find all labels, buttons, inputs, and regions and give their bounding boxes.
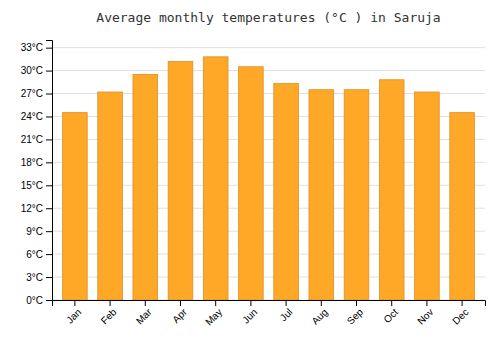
x-tick-label: Nov bbox=[415, 306, 435, 326]
y-tick-label: 0°C bbox=[26, 295, 43, 306]
y-tick: 15°C bbox=[21, 180, 52, 191]
x-tick-label: Sep bbox=[345, 306, 366, 327]
y-tick-mark bbox=[46, 277, 52, 278]
x-tick: Aug bbox=[309, 300, 329, 327]
y-tick-label: 18°C bbox=[21, 157, 43, 168]
x-tick-label: Feb bbox=[99, 306, 119, 326]
grid-line bbox=[52, 47, 485, 48]
y-tick-label: 30°C bbox=[21, 65, 43, 76]
y-tick-label: 27°C bbox=[21, 88, 43, 99]
y-tick-label: 6°C bbox=[26, 249, 43, 260]
y-tick-mark bbox=[46, 185, 52, 186]
y-tick: 30°C bbox=[21, 65, 52, 76]
x-tick-mark bbox=[426, 300, 427, 306]
bar bbox=[344, 90, 369, 300]
y-tick: 21°C bbox=[21, 134, 52, 145]
x-tick: Jul bbox=[278, 300, 295, 323]
bar bbox=[415, 92, 440, 300]
grid bbox=[52, 48, 485, 300]
y-axis-line bbox=[46, 41, 53, 301]
y-tick-label: 9°C bbox=[26, 226, 43, 237]
y-tick: 18°C bbox=[21, 157, 52, 168]
y-tick-mark bbox=[46, 208, 52, 209]
y-tick-mark bbox=[46, 254, 52, 255]
y-tick-mark bbox=[46, 48, 52, 49]
x-tick-label: Mar bbox=[134, 306, 154, 326]
x-tick-mark bbox=[110, 300, 111, 306]
bar bbox=[133, 74, 158, 300]
y-tick: 0°C bbox=[26, 295, 52, 306]
x-tick-mark bbox=[250, 300, 251, 306]
x-tick-label: Jun bbox=[240, 306, 259, 325]
x-tick: Feb bbox=[99, 300, 119, 326]
x-tick: Apr bbox=[170, 300, 189, 325]
bar bbox=[98, 92, 123, 300]
x-tick-label: Dec bbox=[450, 306, 470, 326]
y-tick: 9°C bbox=[26, 226, 52, 237]
y-tick-mark bbox=[46, 231, 52, 232]
y-tick: 27°C bbox=[21, 88, 52, 99]
x-tick-mark bbox=[145, 300, 146, 306]
x-tick-mark bbox=[286, 300, 287, 306]
y-tick-label: 15°C bbox=[21, 180, 43, 191]
plot: 0°C 3°C 6°C 9°C 12°C 15°C 18°C 21°C 24°C 27°C 30°C… bbox=[21, 41, 486, 328]
y-axis: 0°C 3°C 6°C 9°C 12°C 15°C 18°C 21°C 24°C 27°C 30°C… bbox=[21, 41, 53, 306]
y-tick-mark bbox=[46, 300, 52, 301]
x-tick: May bbox=[203, 300, 224, 328]
y-tick-mark bbox=[46, 162, 52, 163]
y-tick: 6°C bbox=[26, 249, 52, 260]
x-tick-label: May bbox=[203, 306, 224, 327]
x-axis: Jan Feb Mar Apr May Jun Jul Aug Sep Oct Nov Dec bbox=[53, 300, 486, 328]
x-tick-label: Jan bbox=[64, 306, 83, 325]
title: Average monthly temperatures (°C ) in Sa… bbox=[96, 10, 440, 25]
y-tick-label: 33°C bbox=[21, 42, 43, 53]
grid-line bbox=[52, 70, 485, 71]
y-tick-mark bbox=[46, 139, 52, 140]
x-tick-mark bbox=[321, 300, 322, 306]
x-tick-label: Oct bbox=[381, 306, 400, 325]
x-tick-mark bbox=[74, 300, 75, 306]
x-tick-mark bbox=[215, 300, 216, 306]
x-tick-mark bbox=[462, 300, 463, 306]
x-tick: Sep bbox=[345, 300, 366, 327]
bar bbox=[379, 80, 404, 300]
x-tick-mark bbox=[356, 300, 357, 306]
bars bbox=[63, 57, 475, 300]
x-tick: Mar bbox=[134, 300, 154, 326]
x-tick: Nov bbox=[415, 300, 435, 327]
y-tick-mark bbox=[46, 116, 52, 117]
bar bbox=[274, 84, 299, 300]
x-tick: Oct bbox=[381, 300, 400, 325]
y-tick-mark bbox=[46, 71, 52, 72]
bar bbox=[168, 61, 193, 300]
y-tick: 12°C bbox=[21, 203, 52, 214]
x-axis-line bbox=[53, 301, 486, 307]
bar bbox=[203, 57, 228, 300]
bar bbox=[63, 113, 88, 300]
y-tick-label: 21°C bbox=[21, 134, 43, 145]
bar bbox=[239, 67, 264, 300]
x-tick-mark bbox=[180, 300, 181, 306]
bar bbox=[309, 90, 334, 300]
x-tick-label: Apr bbox=[170, 306, 189, 325]
y-tick: 24°C bbox=[21, 111, 52, 122]
x-tick: Dec bbox=[450, 300, 470, 327]
x-tick: Jan bbox=[64, 300, 83, 326]
y-tick: 33°C bbox=[21, 42, 52, 53]
y-tick-mark bbox=[46, 94, 52, 95]
bar bbox=[450, 113, 475, 300]
y-tick-label: 3°C bbox=[26, 272, 43, 283]
y-tick: 3°C bbox=[26, 272, 52, 283]
x-tick-mark bbox=[391, 300, 392, 306]
x-tick-label: Aug bbox=[309, 306, 329, 326]
chart: 0°C 3°C 6°C 9°C 12°C 15°C 18°C 21°C 24°C 27°C 30°C… bbox=[0, 0, 500, 350]
x-tick: Jun bbox=[240, 300, 259, 326]
x-tick-label: Jul bbox=[278, 306, 295, 323]
y-tick-label: 12°C bbox=[21, 203, 43, 214]
y-tick-label: 24°C bbox=[21, 111, 43, 122]
